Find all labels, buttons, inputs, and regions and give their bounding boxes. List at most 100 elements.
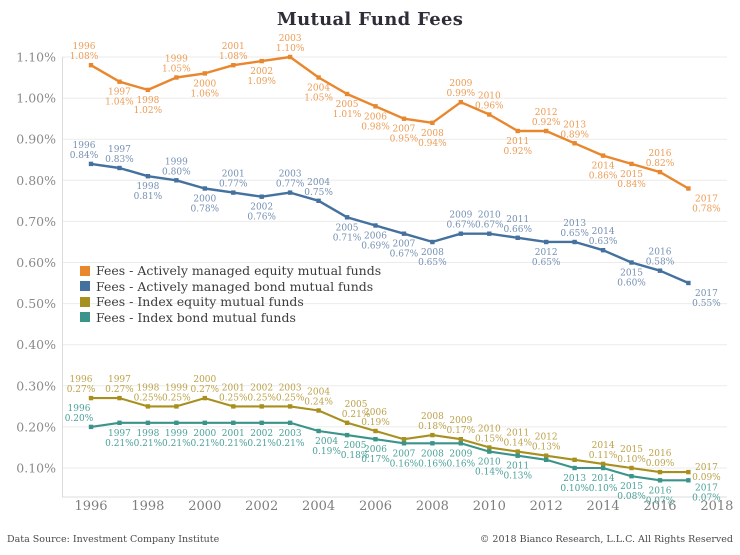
data-point — [629, 474, 634, 479]
data-point-label: 2016 0.58% — [646, 248, 675, 268]
data-point-label: 2003 0.77% — [276, 170, 305, 190]
data-point-label: 2011 0.13% — [503, 462, 532, 482]
data-point-label: 1999 0.21% — [162, 429, 191, 449]
data-point — [117, 165, 122, 171]
data-point-label: 1998 0.21% — [134, 429, 163, 449]
data-point-label: 2005 0.21% — [342, 400, 371, 420]
data-point-label: 2011 0.14% — [503, 429, 532, 449]
data-point-label: 1999 0.80% — [162, 157, 191, 177]
data-point-label: 2009 0.67% — [447, 211, 476, 231]
data-point — [487, 231, 492, 236]
data-point-label: 2012 0.92% — [532, 108, 561, 128]
data-point — [544, 239, 549, 245]
svg-text:0.90%: 0.90% — [16, 132, 56, 147]
svg-text:0.70%: 0.70% — [16, 214, 56, 229]
svg-text:2008: 2008 — [416, 499, 449, 514]
data-point-label: 2015 0.10% — [617, 445, 646, 465]
svg-text:2002: 2002 — [245, 499, 278, 514]
data-point-label: 2010 0.14% — [475, 458, 504, 478]
data-point — [600, 461, 606, 467]
data-point — [88, 424, 94, 430]
data-point — [231, 420, 236, 425]
data-point-label: 2006 0.69% — [361, 232, 390, 252]
data-point — [231, 63, 236, 68]
data-point — [600, 153, 606, 158]
data-point — [174, 75, 179, 80]
data-point — [259, 194, 264, 199]
data-point — [88, 395, 94, 401]
series-active-bond: 1996 0.84% 1997 0.83%1998 0.81% 1999 0.80%2000… — [70, 141, 721, 309]
data-point-label: 2011 0.92% — [503, 137, 532, 157]
data-point — [657, 478, 663, 483]
data-point — [373, 428, 378, 434]
data-point-label: 2002 1.09% — [247, 67, 276, 87]
data-point — [88, 63, 94, 68]
data-point-label: 2014 0.63% — [589, 227, 618, 247]
data-point — [287, 190, 293, 195]
data-point — [231, 190, 236, 195]
data-point-label: 2001 1.08% — [219, 42, 248, 62]
svg-text:1998: 1998 — [131, 499, 164, 514]
data-point — [174, 404, 179, 409]
data-point — [487, 112, 492, 117]
data-point — [145, 87, 151, 93]
data-point — [259, 420, 264, 425]
svg-text:2004: 2004 — [302, 499, 335, 514]
data-point — [458, 437, 463, 442]
data-point-label: 1997 1.04% — [105, 88, 134, 108]
data-point — [572, 457, 577, 462]
data-point-label: 2009 0.16% — [447, 449, 476, 469]
data-point — [515, 453, 520, 458]
data-point — [686, 186, 691, 191]
data-point-label: 2004 0.75% — [304, 178, 333, 198]
data-point — [600, 248, 606, 253]
data-point — [259, 58, 264, 64]
data-point — [629, 465, 634, 471]
legend-label-index-equity: Fees - Index equity mutual funds — [96, 294, 304, 310]
data-point-label: 2008 0.18% — [418, 412, 447, 432]
data-point-label: 2012 0.65% — [532, 248, 561, 268]
svg-text:1.00%: 1.00% — [16, 91, 56, 106]
data-point — [174, 178, 179, 183]
data-point-label: 2001 0.77% — [219, 170, 248, 190]
data-point — [373, 223, 378, 228]
data-point-label: 2005 1.01% — [333, 100, 362, 120]
data-point — [515, 128, 520, 134]
data-point-label: 2005 0.18% — [341, 441, 370, 461]
data-point — [316, 198, 321, 203]
data-point-label: 2017 0.07% — [692, 483, 721, 503]
svg-text:2016: 2016 — [643, 499, 676, 514]
svg-text:0.40%: 0.40% — [16, 337, 56, 352]
data-point — [430, 441, 435, 446]
data-point — [202, 186, 207, 191]
legend-item-active-bond: Fees - Actively managed bond mutual fund… — [80, 279, 381, 295]
data-point-label: 2007 0.16% — [390, 449, 419, 469]
data-point — [686, 478, 691, 483]
data-point — [88, 161, 94, 167]
data-point-label: 2007 0.67% — [390, 240, 419, 260]
data-point-label: 2009 0.17% — [447, 416, 476, 436]
data-point-label: 2002 0.21% — [247, 429, 276, 449]
data-point-label: 2017 0.55% — [692, 289, 721, 309]
chart-title: Mutual Fund Fees — [276, 9, 464, 30]
axes — [62, 57, 727, 498]
data-point-label: 2004 0.24% — [304, 387, 333, 407]
data-point — [401, 116, 407, 121]
data-point-label: 1997 0.21% — [105, 429, 134, 449]
data-point — [287, 54, 293, 60]
svg-text:0.30%: 0.30% — [16, 378, 56, 393]
data-point — [259, 404, 264, 409]
data-point — [430, 239, 435, 245]
data-point-label: 2003 0.21% — [276, 429, 305, 449]
data-point — [344, 420, 350, 425]
data-point-label: 2000 0.78% — [191, 195, 220, 215]
legend-label-active-equity: Fees - Actively managed equity mutual fu… — [96, 263, 382, 279]
legend-swatch-index-bond — [80, 312, 90, 323]
data-point — [344, 215, 350, 220]
svg-text:0.60%: 0.60% — [16, 255, 56, 270]
data-point-label: 1996 1.08% — [70, 42, 99, 62]
legend-swatch-index-equity — [80, 296, 90, 307]
data-point — [430, 120, 435, 125]
data-point-label: 1996 0.27% — [67, 375, 96, 395]
